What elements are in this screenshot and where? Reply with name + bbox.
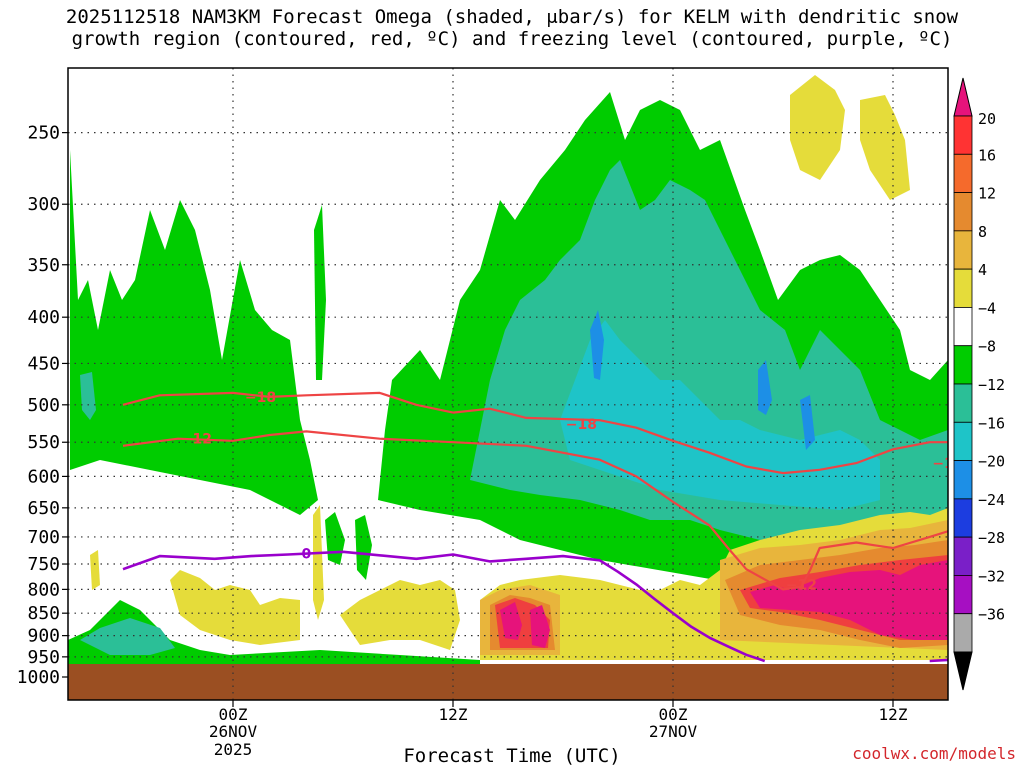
y-tick-label-250: 250: [27, 123, 60, 144]
y-tick-label-750: 750: [27, 554, 60, 575]
shade-blue-core2: [758, 360, 772, 415]
omega-shading: [68, 75, 948, 668]
title-line-1: 2025112518 NAM3KM Forecast Omega (shaded…: [65, 6, 959, 28]
x-tick-date-2: 27NOV: [649, 722, 698, 741]
colorbar-label-13: −36: [978, 606, 1005, 624]
contour-label-dgz-minus18-2: −18: [932, 456, 963, 472]
y-tick-label-500: 500: [27, 395, 60, 416]
contour-dgz-minus12: [122, 430, 948, 591]
colorbar-band-6: [953, 345, 973, 385]
contour-label-dgz-minus18-0: −18: [245, 390, 276, 406]
colorbar-band-3: [953, 230, 973, 270]
colorbar-band-9: [953, 460, 973, 500]
colorbar-label-11: −28: [978, 529, 1005, 547]
colorbar-band-13: [953, 613, 973, 653]
credit-link[interactable]: coolwx.com/models: [852, 744, 1016, 763]
colorbar: 20 16 12 8 4 −4 −8 −12 −16 −20 −24 −28 −32 −36: [953, 77, 1005, 691]
contour-freezing-level-0-b: [929, 658, 948, 663]
contours: −18 −18 −18 −12 −12 0: [122, 390, 963, 663]
x-tick-year-0: 2025: [214, 740, 253, 759]
y-axis: 2503003504004505005506006507007508008509…: [17, 123, 68, 688]
colorbar-label-5: −4: [978, 299, 996, 317]
y-tick-label-350: 350: [27, 255, 60, 276]
shade-cyan-core: [560, 320, 880, 510]
x-tick-label-1: 12Z: [439, 705, 468, 724]
shade-magenta-core-left: [500, 602, 522, 640]
colorbar-label-6: −8: [978, 338, 996, 356]
colorbar-bottom-arrow: [953, 651, 973, 691]
colorbar-label-10: −24: [978, 491, 1005, 509]
grid: [68, 68, 948, 700]
x-tick-label-0: 00Z: [219, 705, 248, 724]
colorbar-band-4: [953, 268, 973, 308]
shade-teal-lower: [80, 618, 175, 655]
shade-yellow-spike2: [90, 550, 100, 590]
x-axis: 00Z26NOV202512Z00Z27NOV12Z00Z28NOV: [209, 700, 908, 759]
y-tick-label-900: 900: [27, 626, 60, 647]
colorbar-label-9: −20: [978, 453, 1005, 471]
shade-magenta-core: [750, 560, 948, 640]
colorbar-band-7: [953, 383, 973, 423]
colorbar-label-12: −32: [978, 567, 1005, 585]
shade-green-spike: [314, 205, 326, 380]
y-tick-label-300: 300: [27, 194, 60, 215]
shade-yellow-top2: [860, 95, 910, 200]
colorbar-band-1: [953, 153, 973, 193]
y-tick-label-800: 800: [27, 579, 60, 600]
contour-dgz-minus18: [122, 391, 948, 475]
contour-label-dgz-minus18-1: −18: [566, 417, 597, 433]
shade-yellow-low-mid: [340, 580, 460, 650]
colorbar-label-2: 12: [978, 185, 996, 203]
colorbar-label-7: −12: [978, 376, 1005, 394]
y-tick-label-550: 550: [27, 432, 60, 453]
colorbar-band-11: [953, 536, 973, 576]
contour-label-dgz-minus12-0: −12: [181, 432, 212, 448]
ground: [68, 664, 948, 700]
y-tick-label-1000: 1000: [17, 667, 60, 688]
colorbar-band-10: [953, 498, 973, 538]
x-tick-date-0: 26NOV: [209, 722, 258, 741]
contour-label-freezing-level-0-0: 0: [301, 546, 311, 562]
y-tick-label-700: 700: [27, 527, 60, 548]
colorbar-band-2: [953, 192, 973, 232]
shade-yellow-spike1: [313, 505, 324, 620]
y-tick-label-400: 400: [27, 307, 60, 328]
colorbar-band-5: [953, 307, 973, 347]
plot-frame: [67, 67, 949, 701]
colorbar-top-arrow: [953, 77, 973, 117]
colorbar-band-0: [953, 115, 973, 155]
title-line-2: growth region (contoured, red, ºC) and f…: [71, 28, 953, 50]
colorbar-label-4: 4: [978, 261, 987, 279]
colorbar-label-0: 20: [978, 110, 996, 128]
x-tick-label-2: 00Z: [659, 705, 688, 724]
chart-title: 2025112518 NAM3KM Forecast Omega (shaded…: [0, 6, 1024, 50]
shade-blue-core3: [800, 395, 815, 450]
colorbar-band-8: [953, 421, 973, 461]
y-tick-label-950: 950: [27, 647, 60, 668]
shade-yellow-low-left: [170, 570, 300, 645]
y-tick-label-650: 650: [27, 498, 60, 519]
y-tick-label-600: 600: [27, 466, 60, 487]
shade-yellow-top1: [790, 75, 845, 180]
colorbar-band-12: [953, 575, 973, 615]
shade-green-left: [70, 150, 318, 515]
shade-green-strip: [230, 650, 480, 668]
colorbar-label-3: 8: [978, 223, 987, 241]
x-tick-label-3: 12Z: [879, 705, 908, 724]
y-tick-label-450: 450: [27, 353, 60, 374]
shade-magenta-core-left2: [530, 605, 550, 648]
contour-freezing-level-0: [122, 550, 766, 663]
y-tick-label-850: 850: [27, 603, 60, 624]
colorbar-label-8: −16: [978, 414, 1005, 432]
shade-teal-left: [80, 372, 96, 420]
x-axis-title: Forecast Time (UTC): [403, 745, 621, 767]
colorbar-label-1: 16: [978, 146, 996, 164]
contour-label-dgz-minus12-1: −12: [786, 577, 817, 593]
shade-blue-core: [590, 310, 604, 380]
